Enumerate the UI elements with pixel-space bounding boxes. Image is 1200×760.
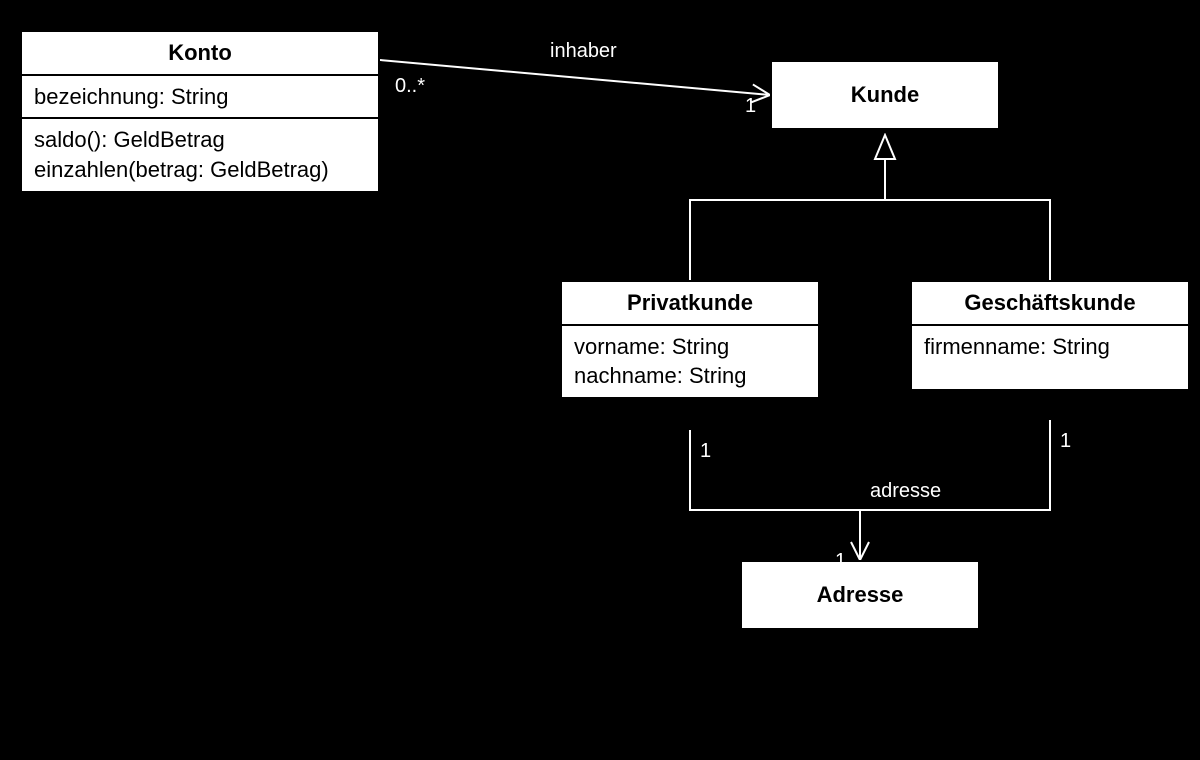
attr: vorname: String <box>574 332 806 362</box>
class-name: Privatkunde <box>562 282 818 324</box>
op: einzahlen(betrag: GeldBetrag) <box>34 155 366 185</box>
assoc-label-adresse: adresse <box>870 480 941 503</box>
mult-label: 1 <box>835 550 846 573</box>
op: saldo(): GeldBetrag <box>34 125 366 155</box>
class-geschaeftskunde: Geschäftskunde firmenname: String <box>910 280 1190 391</box>
class-name: Kunde <box>772 62 998 128</box>
class-privatkunde: Privatkunde vorname: String nachname: St… <box>560 280 820 399</box>
class-name: Konto <box>22 32 378 74</box>
mult-label: 1 <box>1060 430 1071 453</box>
mult-label: 1 <box>745 95 756 118</box>
attr: bezeichnung: String <box>34 82 366 112</box>
attr: firmenname: String <box>924 332 1176 362</box>
mult-label: 1 <box>700 440 711 463</box>
class-kunde: Kunde <box>770 60 1000 130</box>
mult-label: 0..* <box>395 75 425 98</box>
class-attributes: bezeichnung: String <box>22 74 378 118</box>
class-konto: Konto bezeichnung: String saldo(): GeldB… <box>20 30 380 193</box>
attr: nachname: String <box>574 361 806 391</box>
class-name: Adresse <box>742 562 978 628</box>
class-operations: saldo(): GeldBetrag einzahlen(betrag: Ge… <box>22 117 378 190</box>
class-attributes: vorname: String nachname: String <box>562 324 818 397</box>
class-name: Geschäftskunde <box>912 282 1188 324</box>
class-adresse: Adresse <box>740 560 980 630</box>
assoc-label-inhaber: inhaber <box>550 40 617 63</box>
uml-canvas: Konto bezeichnung: String saldo(): GeldB… <box>0 0 1200 760</box>
class-attributes: firmenname: String <box>912 324 1188 390</box>
